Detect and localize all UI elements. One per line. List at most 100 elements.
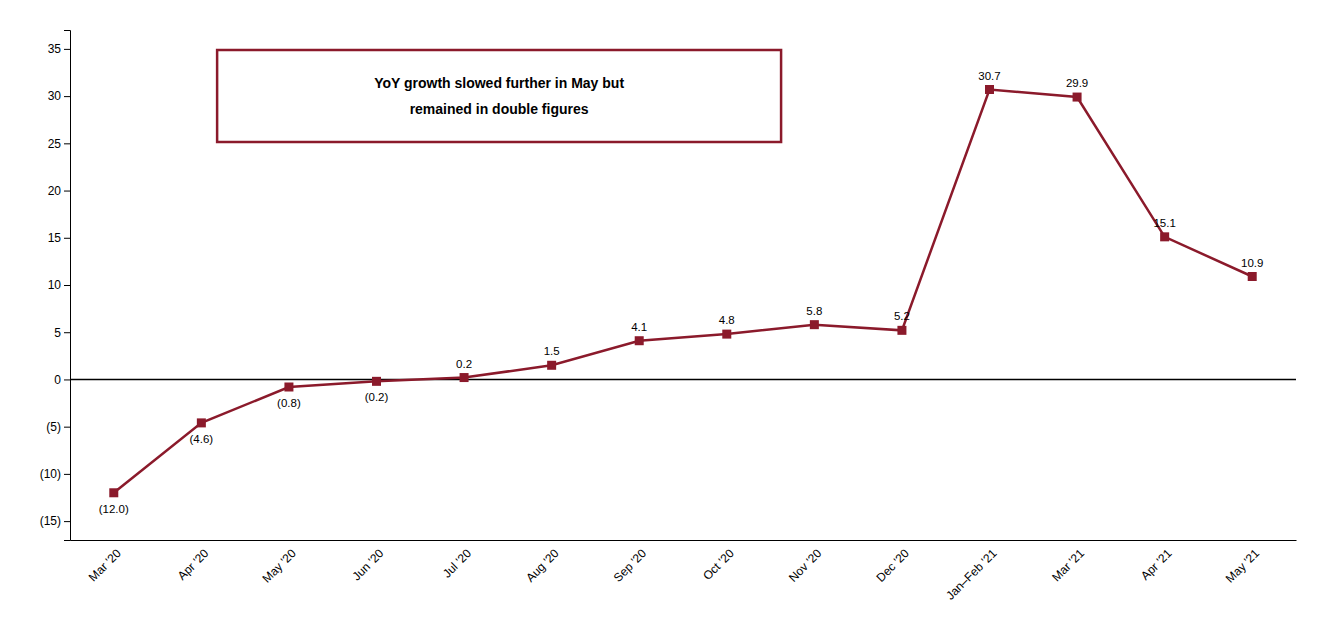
x-tick-label: Jul '20	[440, 546, 474, 580]
x-tick: Oct '20	[700, 540, 737, 583]
x-tick-label: Mar '20	[86, 546, 124, 584]
y-tick: 25	[48, 137, 70, 151]
y-tick: 35	[48, 42, 70, 56]
marks	[109, 85, 1256, 497]
x-axis-line	[71, 540, 1297, 541]
plot: (15)(10)(5)05101520253035Mar '20Apr '20M…	[40, 31, 1297, 603]
annotation-text: YoY growth slowed further in May but rema…	[374, 75, 624, 117]
x-tick: Jun '20	[349, 540, 386, 583]
annotation-box	[217, 50, 781, 142]
marker	[284, 383, 293, 392]
x-tick-label: May '21	[1223, 546, 1263, 586]
y-tick-label: 25	[48, 137, 62, 151]
y-axis-line	[64, 31, 71, 541]
marker	[810, 320, 819, 329]
x-tick-label: Aug '20	[523, 546, 562, 585]
y-tick-label: 5	[54, 326, 61, 340]
data-label: 5.8	[806, 305, 822, 317]
chart-svg: (15)(10)(5)05101520253035Mar '20Apr '20M…	[0, 0, 1336, 630]
y-tick-mark	[64, 474, 70, 475]
x-tick: Mar '20	[86, 540, 124, 584]
marker	[1073, 93, 1082, 102]
data-label: 0.2	[456, 358, 472, 370]
line	[114, 90, 1252, 493]
zero-line	[70, 379, 1296, 381]
annotation: YoY growth slowed further in May but rema…	[217, 50, 781, 142]
y-tick-label: 15	[48, 231, 62, 245]
y-tick-mark	[64, 521, 70, 522]
y-tick: (15)	[40, 514, 70, 528]
y-tick: 15	[48, 231, 70, 245]
y-tick-label: (10)	[40, 467, 61, 481]
marker	[372, 377, 381, 386]
chart-container: (15)(10)(5)05101520253035Mar '20Apr '20M…	[0, 0, 1336, 630]
y-tick-mark	[64, 238, 70, 239]
x-tick: Apr '20	[175, 540, 212, 583]
data-label: 15.1	[1153, 217, 1175, 229]
y-tick-label: 30	[48, 89, 62, 103]
x-tick: Nov '20	[786, 540, 825, 585]
data-label: (0.8)	[277, 397, 301, 409]
y-tick: (10)	[40, 467, 70, 481]
y-tick: 30	[48, 89, 70, 103]
marker	[897, 326, 906, 335]
x-tick-label: Mar '21	[1049, 546, 1087, 584]
x-tick-label: Sep '20	[611, 546, 650, 585]
x-tick: May '21	[1223, 540, 1263, 586]
x-tick-label: Apr '20	[175, 546, 212, 583]
x-tick-label: Jun '20	[349, 546, 386, 583]
y-tick-mark	[64, 379, 70, 380]
y-tick-mark	[64, 49, 70, 50]
x-tick-label: May '20	[260, 546, 300, 586]
data-label: 1.5	[544, 345, 560, 357]
x-tick: Apr '21	[1138, 540, 1175, 583]
marker	[547, 361, 556, 370]
data-label: 30.7	[978, 70, 1000, 82]
marker	[1160, 232, 1169, 241]
x-tick: Jan–Feb '21	[943, 540, 1000, 603]
x-tick-label: Dec '20	[873, 546, 912, 585]
marker	[109, 488, 118, 497]
y-axis: (15) (10) (5) 0 5 10 15 20 25 30 35	[40, 31, 71, 541]
data-label: 5.2	[894, 310, 910, 322]
y-tick-label: 20	[48, 184, 62, 198]
y-tick: 10	[48, 278, 70, 292]
y-tick-mark	[64, 143, 70, 144]
data-label: 29.9	[1066, 77, 1088, 89]
x-tick-label: Apr '21	[1138, 546, 1175, 583]
data-label: 4.8	[719, 314, 735, 326]
data-label: (0.2)	[365, 391, 389, 403]
y-tick-mark	[64, 427, 70, 428]
y-tick: (5)	[46, 420, 70, 434]
x-tick: Dec '20	[873, 540, 912, 585]
y-tick-mark	[64, 285, 70, 286]
marker	[985, 85, 994, 94]
y-tick-mark	[64, 96, 70, 97]
marker	[722, 330, 731, 339]
x-tick: Mar '21	[1049, 540, 1087, 584]
data-label: (4.6)	[190, 433, 214, 445]
y-tick: 5	[54, 326, 70, 340]
x-tick-label: Nov '20	[786, 546, 825, 585]
y-tick: 0	[54, 373, 70, 387]
x-tick: Aug '20	[523, 540, 562, 585]
x-tick: Sep '20	[611, 540, 650, 585]
annotation-line: remained in double figures	[410, 101, 589, 117]
data-label: 10.9	[1241, 257, 1263, 269]
y-tick-mark	[64, 191, 70, 192]
y-tick-label: 35	[48, 42, 62, 56]
x-tick: Jul '20	[440, 540, 474, 581]
x-axis: Mar '20 Apr '20 May '20 Jun '20 Jul '20 Aug '…	[71, 540, 1297, 603]
y-tick: 20	[48, 184, 70, 198]
y-tick-label: (5)	[46, 420, 61, 434]
y-tick-mark	[64, 332, 70, 333]
annotation-line: YoY growth slowed further in May but	[374, 75, 624, 91]
marker	[1248, 272, 1257, 281]
x-tick-label: Oct '20	[700, 546, 737, 583]
marker	[635, 336, 644, 345]
x-tick-label: Jan–Feb '21	[943, 546, 1000, 603]
y-tick-label: (15)	[40, 514, 61, 528]
y-tick-label: 10	[48, 278, 62, 292]
data-label: (12.0)	[99, 503, 129, 515]
y-tick-label: 0	[54, 373, 61, 387]
